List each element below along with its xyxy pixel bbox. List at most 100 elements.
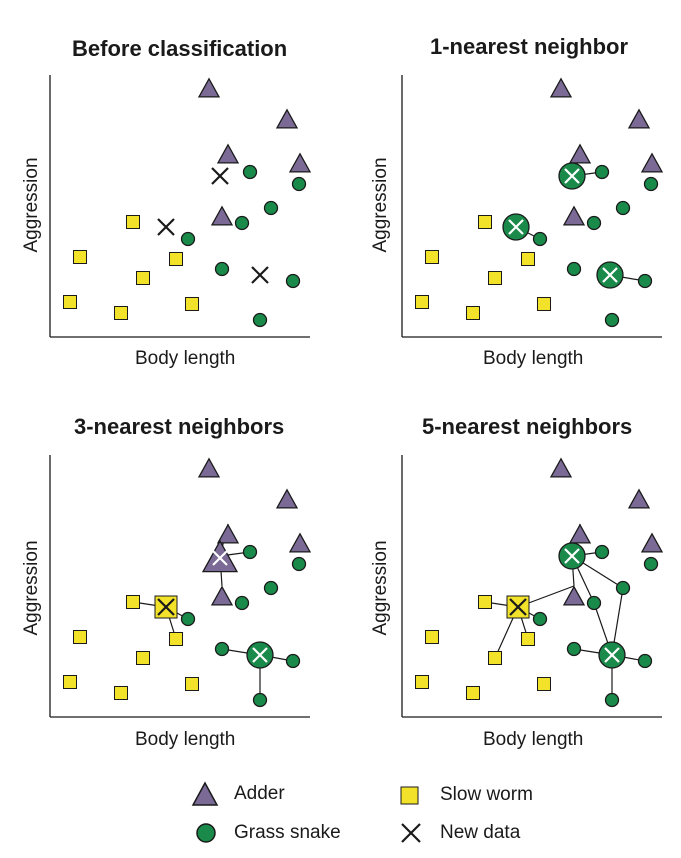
adder-point bbox=[627, 488, 651, 509]
grass-snake-point bbox=[532, 231, 548, 247]
slow-worm-point bbox=[185, 677, 199, 691]
grass-snake-point bbox=[263, 580, 279, 596]
grass-snake-point bbox=[643, 176, 659, 192]
x-axis-label-k3: Body length bbox=[135, 729, 236, 750]
adder-point bbox=[549, 457, 573, 478]
grass-snake-point bbox=[234, 595, 250, 611]
grass-snake-point bbox=[214, 261, 230, 277]
legend-grass-snake: Grass snake bbox=[234, 822, 341, 843]
grass-snake-point bbox=[285, 273, 301, 289]
slow-worm-point bbox=[488, 651, 502, 665]
grass-snake-point bbox=[252, 312, 268, 328]
grass-snake-point bbox=[615, 580, 631, 596]
grass-snake-point bbox=[643, 556, 659, 572]
new-data-point bbox=[509, 598, 527, 616]
slow-worm-point bbox=[136, 271, 150, 285]
adder-point bbox=[216, 523, 240, 544]
grass-snake-point bbox=[242, 544, 258, 560]
adder-point bbox=[275, 108, 299, 129]
adder-point bbox=[288, 532, 312, 553]
new-data-point bbox=[604, 647, 620, 663]
panel-title-k3: 3-nearest neighbors bbox=[74, 414, 285, 439]
new-data-point bbox=[212, 550, 228, 566]
grass-snake-legend-icon bbox=[196, 823, 216, 843]
adder-point bbox=[562, 585, 586, 606]
slow-worm-point bbox=[136, 651, 150, 665]
axes-0 bbox=[49, 75, 310, 338]
grass-snake-point bbox=[291, 556, 307, 572]
new-data-point bbox=[564, 168, 580, 184]
adder-point bbox=[197, 77, 221, 98]
adder-legend-icon bbox=[191, 781, 219, 806]
slow-worm-point bbox=[478, 215, 492, 229]
new-data-legend-icon bbox=[401, 823, 421, 843]
grass-snake-point bbox=[586, 595, 602, 611]
grass-snake-point bbox=[594, 544, 610, 560]
legend-slow-worm: Slow worm bbox=[440, 784, 533, 805]
axes-1 bbox=[401, 75, 662, 338]
adder-point bbox=[627, 108, 651, 129]
slow-worm-point bbox=[169, 252, 183, 266]
slow-worm-point bbox=[73, 630, 87, 644]
slow-worm-point bbox=[114, 306, 128, 320]
slow-worm-point bbox=[425, 630, 439, 644]
adder-point bbox=[210, 585, 234, 606]
slow-worm-point bbox=[415, 295, 429, 309]
classified-adder bbox=[201, 539, 239, 573]
adder-point bbox=[275, 488, 299, 509]
adder-point bbox=[640, 532, 664, 553]
slow-worm-point bbox=[488, 271, 502, 285]
new-data-point bbox=[211, 167, 229, 185]
panel-title-k1: 1-nearest neighbor bbox=[430, 34, 629, 59]
x-axis-label-k1: Body length bbox=[483, 348, 584, 369]
grass-snake-point bbox=[532, 611, 548, 627]
grass-snake-point bbox=[566, 261, 582, 277]
slow-worm-point bbox=[114, 686, 128, 700]
grass-snake-point bbox=[252, 692, 268, 708]
panel-title-before: Before classification bbox=[72, 36, 288, 61]
axes-2 bbox=[49, 455, 310, 718]
slow-worm-point bbox=[537, 297, 551, 311]
slow-worm-point bbox=[521, 632, 535, 646]
grass-snake-point bbox=[180, 611, 196, 627]
slow-worm-point bbox=[415, 675, 429, 689]
grass-snake-point bbox=[637, 653, 653, 669]
adder-point bbox=[562, 205, 586, 226]
axes-3 bbox=[401, 455, 662, 718]
grass-snake-point bbox=[242, 164, 258, 180]
grass-snake-point bbox=[291, 176, 307, 192]
grass-snake-point bbox=[586, 215, 602, 231]
adder-point bbox=[549, 77, 573, 98]
slow-worm-legend-icon bbox=[400, 786, 419, 805]
slow-worm-point bbox=[521, 252, 535, 266]
new-data-point bbox=[252, 647, 268, 663]
slow-worm-point bbox=[466, 686, 480, 700]
grass-snake-point bbox=[594, 164, 610, 180]
new-data-point bbox=[508, 219, 524, 235]
slow-worm-point bbox=[73, 250, 87, 264]
slow-worm-point bbox=[126, 215, 140, 229]
panel-title-k5: 5-nearest neighbors bbox=[422, 414, 633, 439]
knn-diagrams bbox=[49, 75, 664, 718]
x-axis-label-before: Body length bbox=[135, 348, 236, 369]
adder-point bbox=[288, 152, 312, 173]
grass-snake-point bbox=[180, 231, 196, 247]
adder-point bbox=[568, 143, 592, 164]
grass-snake-point bbox=[234, 215, 250, 231]
slow-worm-point bbox=[63, 295, 77, 309]
new-data-point bbox=[251, 266, 269, 284]
grass-snake-point bbox=[615, 200, 631, 216]
grass-snake-point bbox=[285, 653, 301, 669]
slow-worm-point bbox=[169, 632, 183, 646]
slow-worm-point bbox=[126, 595, 140, 609]
grass-snake-point bbox=[566, 641, 582, 657]
grass-snake-point bbox=[637, 273, 653, 289]
grass-snake-point bbox=[604, 312, 620, 328]
new-data-point bbox=[564, 548, 580, 564]
slow-worm-point bbox=[537, 677, 551, 691]
slow-worm-point bbox=[466, 306, 480, 320]
adder-point bbox=[640, 152, 664, 173]
adder-point bbox=[568, 523, 592, 544]
new-data-point bbox=[157, 598, 175, 616]
new-data-point bbox=[602, 267, 618, 283]
